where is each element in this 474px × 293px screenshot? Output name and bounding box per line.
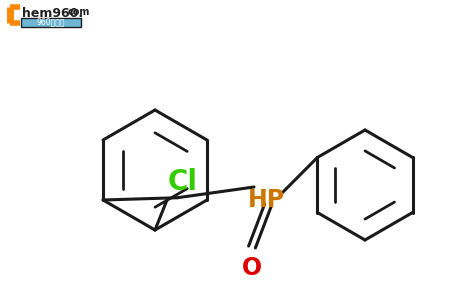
Text: O: O	[242, 256, 262, 280]
Text: Cl: Cl	[168, 168, 198, 196]
Text: HP: HP	[247, 188, 284, 212]
Text: hem960.: hem960.	[22, 7, 83, 20]
Text: com: com	[68, 7, 91, 17]
FancyBboxPatch shape	[21, 18, 81, 27]
Text: 960化工网: 960化工网	[37, 18, 65, 26]
